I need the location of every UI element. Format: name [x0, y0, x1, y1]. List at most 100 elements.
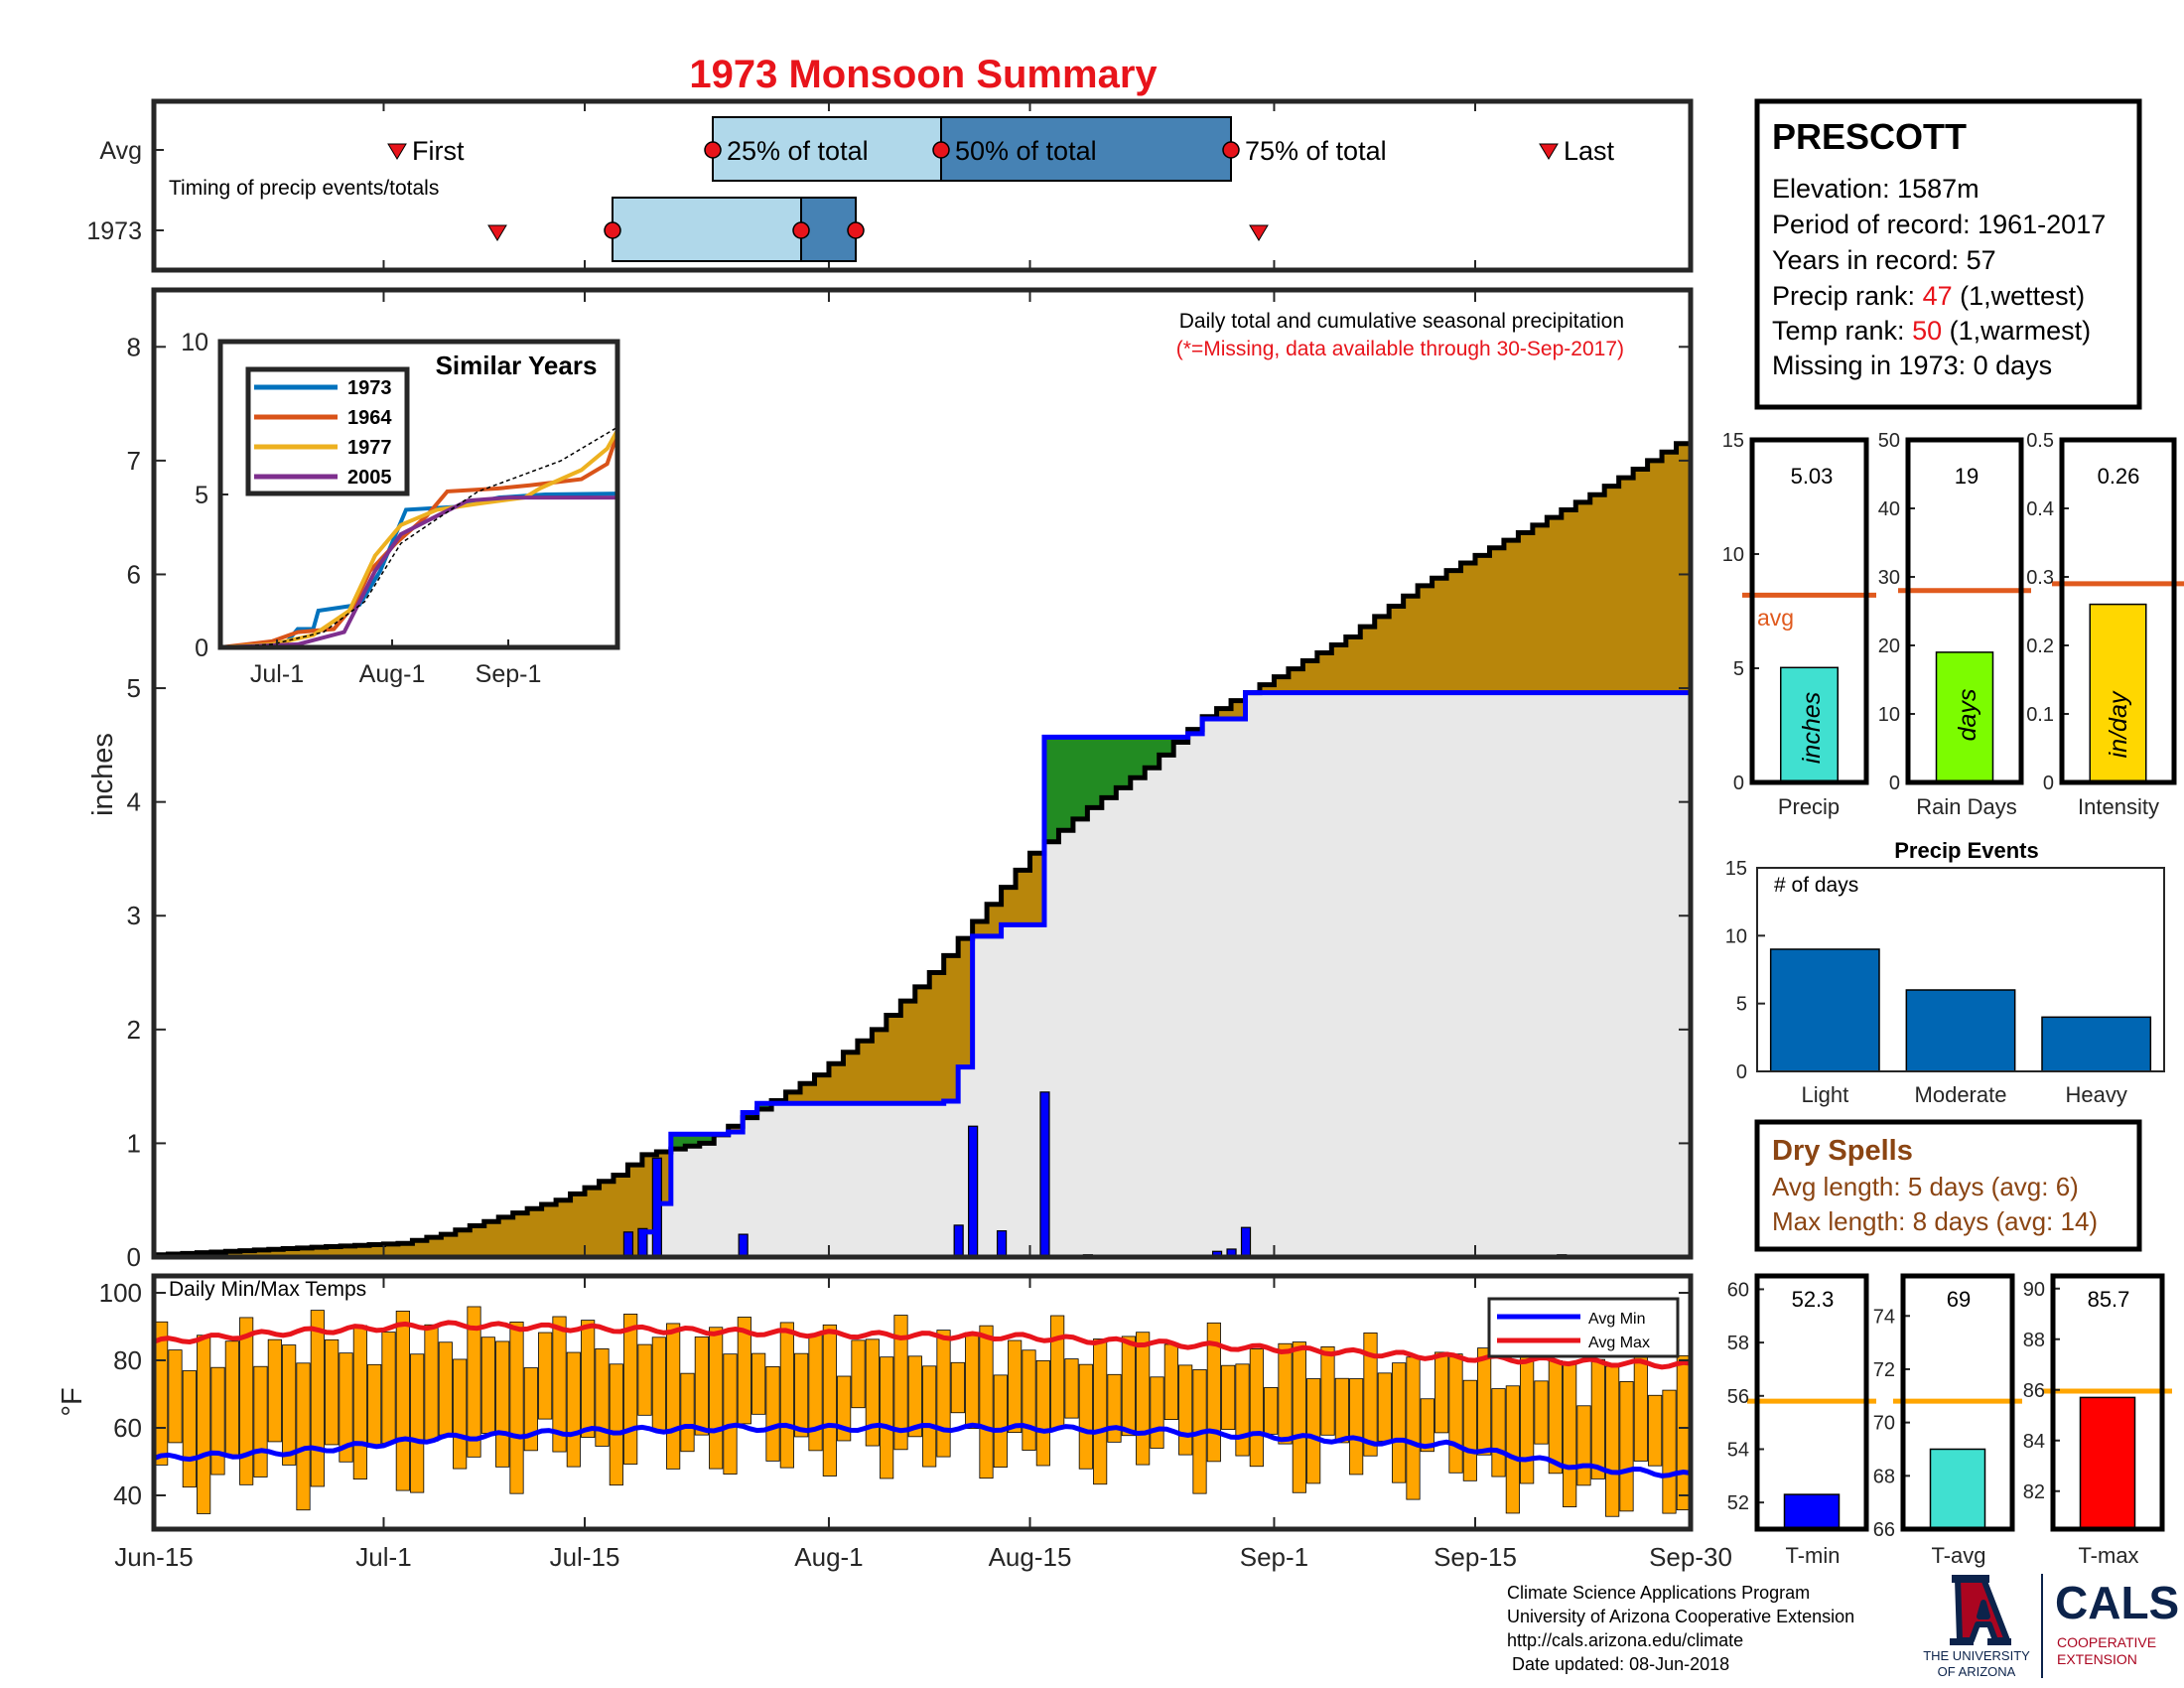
daily-precip-bar	[968, 1125, 979, 1258]
events-bars: Light Moderate Heavy 0 5 10 15	[1725, 858, 2152, 1107]
inset-line-avg	[219, 426, 618, 648]
temp-bar	[325, 1338, 340, 1446]
daily-precip-bar	[953, 1224, 964, 1258]
mini-precip-y-tick-label: 0	[1733, 773, 1744, 794]
avg-50-marker	[932, 141, 950, 159]
inset-y-tick-label: 5	[195, 482, 208, 509]
temp-bar	[880, 1356, 894, 1479]
inset-line-2005	[219, 495, 617, 649]
arizona-a-icon	[1950, 1575, 2011, 1645]
precip-events-panel: Precip Events Light Moderate Heavy 0 5 10 15 #…	[1725, 838, 2165, 1107]
university-of-arizona-logo: THE UNIVERSITY OF ARIZONA CALS COOPERATI…	[1923, 1574, 2179, 1679]
temp-bar	[680, 1372, 695, 1453]
temp-bar	[1548, 1359, 1563, 1475]
inset-legend-label: 1977	[347, 437, 392, 459]
temp-bar	[694, 1336, 709, 1436]
date-axis-label: Sep-30	[1649, 1542, 1732, 1572]
mini-raindays-y-tick-label: 0	[1889, 773, 1900, 794]
footer-line1: Climate Science Applications Program	[1507, 1583, 1810, 1603]
mini-precip-frame	[1749, 437, 1869, 785]
temp-bar	[509, 1321, 524, 1494]
temp-bar	[1377, 1372, 1392, 1442]
mini-raindays-y-tick-label: 20	[1878, 635, 1900, 657]
temp-bar	[865, 1338, 880, 1447]
legend-avg-min-label: Avg Min	[1588, 1311, 1646, 1328]
avg-last-label: Last	[1564, 136, 1615, 166]
temp-bar	[1008, 1339, 1023, 1434]
temp-bar	[210, 1366, 225, 1476]
precip-y-tick-label: 1	[127, 1128, 141, 1158]
tmax-y-tick-label: 88	[2023, 1330, 2045, 1351]
mini-precip-bar	[1780, 666, 1839, 783]
temp-rank: Temp rank: 50 (1,warmest)	[1772, 316, 2091, 346]
precip-y-tick-label: 8	[127, 332, 141, 361]
temp-bar	[197, 1335, 211, 1514]
temp-bar	[765, 1366, 780, 1462]
temp-bar	[1320, 1345, 1335, 1436]
mini-precip-unit: inches	[1798, 692, 1826, 764]
dry-spells-box	[1754, 1119, 2142, 1252]
temp-bar	[495, 1340, 510, 1468]
timing-caption: Timing of precip events/totals	[169, 177, 439, 200]
mini-intensity-frame	[2059, 437, 2177, 785]
temp-bar	[1093, 1338, 1108, 1485]
mini-raindays-y-tick-label: 50	[1878, 430, 1900, 452]
temp-bar	[1178, 1364, 1193, 1456]
temp-bar	[1590, 1358, 1605, 1479]
dry-spells-panel: Dry Spells Avg length: 5 days (avg: 6) M…	[1754, 1119, 2142, 1252]
avg-last-marker	[1539, 143, 1559, 160]
event-category-label: Moderate	[1915, 1082, 2007, 1107]
temp-bar	[822, 1324, 837, 1477]
mini-precip-value: 5.03	[1791, 464, 1834, 489]
temp-panel-labels: 52.3 69 85.7 T-min T-avg T-max	[1786, 1287, 2139, 1568]
temps-panel: 40 60 80 100 Daily Min/Max Temps °F Avg Min…	[57, 1273, 1694, 1532]
temp-bar	[1050, 1315, 1065, 1429]
tmin-value: 52.3	[1792, 1287, 1835, 1312]
mini-precip-xlabel: Precip	[1778, 794, 1840, 819]
temps-y-tick-label: 80	[113, 1345, 142, 1375]
temp-rank-value: 50	[1912, 316, 1942, 346]
temp-bar	[1136, 1332, 1151, 1466]
precip-frame	[151, 287, 1694, 1260]
mini-intensity-y-tick-label: 0.3	[2026, 567, 2054, 589]
temp-bar	[352, 1325, 367, 1480]
events-frame	[1756, 867, 2165, 1072]
mini-raindays-value: 19	[1955, 464, 1979, 489]
temp-bar	[282, 1344, 297, 1466]
event-category-label: Light	[1801, 1082, 1848, 1107]
inset-legend: 1973 1964 1977 2005	[254, 377, 392, 489]
avg-row-label: Avg	[99, 137, 142, 165]
tavg-y-tick-label: 70	[1873, 1413, 1895, 1435]
temp-bar	[1163, 1343, 1178, 1420]
inset-legend-label: 1964	[347, 407, 392, 429]
precip-y-tick-label: 6	[127, 559, 141, 589]
year-50-marker	[792, 221, 810, 239]
temp-bar	[1235, 1363, 1250, 1457]
tmax-frame	[2050, 1273, 2165, 1532]
cals-logo-text: CALS	[2055, 1577, 2179, 1628]
temp-rank-suffix: (1,warmest)	[1942, 316, 2091, 346]
year-last-marker	[1249, 224, 1269, 241]
temp-bar	[1576, 1405, 1591, 1486]
temp-bar	[1121, 1336, 1136, 1437]
precip-rank-value: 47	[1923, 281, 1953, 311]
temp-bar	[410, 1353, 425, 1493]
temp-bar	[907, 1355, 922, 1438]
tmax-xlabel: T-max	[2078, 1543, 2138, 1568]
event-bar	[1905, 989, 2016, 1072]
inset-legend-box	[245, 366, 410, 496]
temp-bar	[1206, 1322, 1221, 1463]
precip-rank: Precip rank: 47 (1,wettest)	[1772, 281, 2085, 311]
temp-bar	[1420, 1398, 1434, 1453]
figure-title: 1973 Monsoon Summary	[689, 53, 1158, 96]
dry-spells-title: Dry Spells	[1772, 1135, 1913, 1167]
avg-first-marker	[387, 143, 407, 160]
mini-raindays-y-tick-label: 40	[1878, 498, 1900, 520]
dry-spells-avg: Avg length: 5 days (avg: 6)	[1772, 1172, 2079, 1201]
tavg-value: 69	[1947, 1287, 1971, 1312]
temp-bar	[1363, 1332, 1378, 1457]
temp-bar	[1022, 1349, 1036, 1451]
station-name: PRESCOTT	[1772, 116, 1967, 157]
precip-stat-panels: 0 5 10 15 0 10 20 30 40 50 0 0.1 0.2 0.3 0.4 0.5	[1722, 430, 2184, 794]
